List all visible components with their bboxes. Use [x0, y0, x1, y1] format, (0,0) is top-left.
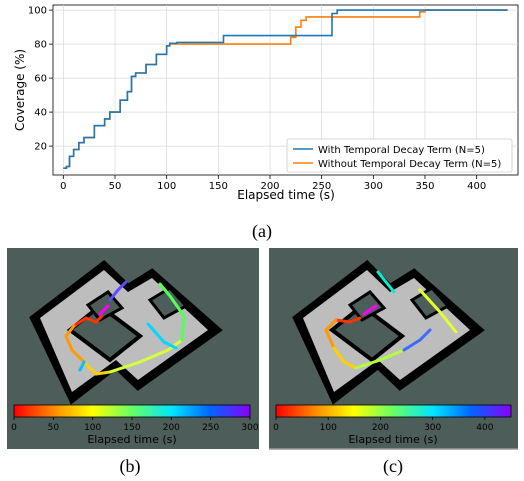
x-axis-ticks: 0 50 100 150 200 250 300 350 400: [60, 175, 486, 192]
colorbar-tick-label: 200: [163, 423, 180, 433]
coverage-chart: 0 50 100 150 200 250 300 350 400 20 40 60 80 100 Ela…: [13, 4, 519, 202]
colorbar-tick-label: 250: [202, 423, 219, 433]
colorbar-b: [13, 404, 251, 418]
caption-c: (c): [383, 456, 403, 477]
caption-a: (a): [252, 221, 272, 242]
colorbar-tick-label: 50: [48, 423, 60, 433]
trajectory-map-c: 0 100 200 300 400 Elapsed time (s): [269, 248, 518, 450]
legend: With Temporal Decay Term (N=5) Without T…: [286, 138, 513, 173]
colorbar-tick-label: 0: [11, 423, 17, 433]
colorbar-tick-label: 200: [372, 423, 389, 433]
trajectory: [324, 270, 458, 370]
series-lines: [63, 9, 508, 169]
colorbar-c-ticks: 0 100 200 300 400: [273, 417, 494, 433]
trajectory-map-b: 0 50 100 150 200 250 300 Elapsed time (s): [7, 248, 259, 449]
colorbar-b-label: Elapsed time (s): [87, 433, 176, 446]
x-axis-label: Elapsed time (s): [237, 188, 335, 202]
x-tick-label: 350: [415, 181, 434, 192]
colorbar-tick-label: 400: [476, 423, 493, 433]
x-tick-label: 0: [60, 181, 66, 192]
colorbar-c: [275, 404, 512, 418]
y-axis-label: Coverage (%): [13, 49, 27, 131]
colorbar-tick-label: 100: [84, 423, 101, 433]
y-tick-label: 40: [34, 108, 47, 119]
legend-entry-with-decay: With Temporal Decay Term (N=5): [318, 145, 485, 156]
x-tick-label: 150: [209, 181, 228, 192]
y-tick-label: 100: [28, 6, 47, 17]
legend-box: [286, 138, 513, 173]
y-axis-ticks: 20 40 60 80 100: [28, 6, 53, 153]
y-tick-label: 80: [34, 40, 47, 51]
x-tick-label: 300: [364, 181, 383, 192]
series-line-with-decay: [63, 9, 508, 169]
x-tick-label: 200: [260, 181, 279, 192]
y-tick-label: 60: [34, 74, 47, 85]
legend-entry-without-decay: Without Temporal Decay Term (N=5): [318, 159, 501, 170]
trajectory: [64, 280, 186, 376]
colorbar-tick-label: 0: [273, 423, 279, 433]
colorbar-tick-label: 300: [241, 423, 258, 433]
colorbar-tick-label: 100: [320, 423, 337, 433]
x-tick-label: 100: [157, 181, 176, 192]
x-tick-label: 50: [109, 181, 122, 192]
caption-b: (b): [120, 456, 141, 477]
x-tick-label: 400: [467, 181, 486, 192]
y-tick-label: 20: [34, 142, 47, 153]
colorbar-c-label: Elapsed time (s): [348, 433, 437, 446]
colorbar-b-ticks: 0 50 100 150 200 250 300: [11, 417, 259, 433]
colorbar-tick-label: 150: [123, 423, 140, 433]
x-tick-label: 250: [312, 181, 331, 192]
colorbar-tick-label: 300: [424, 423, 441, 433]
